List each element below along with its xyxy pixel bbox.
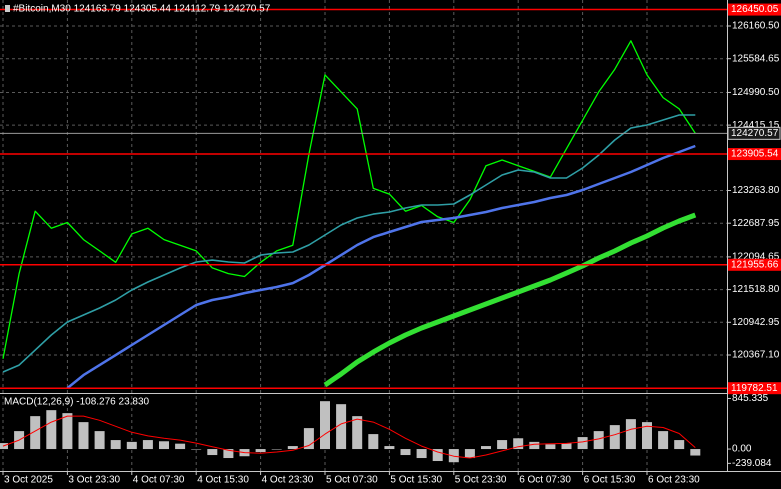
y-tick-label: 126160.50 xyxy=(732,21,780,32)
histogram-bar xyxy=(384,446,395,450)
y-tick-label: 122687.95 xyxy=(732,218,780,229)
chart-title: #Bitcoin,M30 124163.79 124305.44 124112.… xyxy=(13,4,271,15)
histogram-bar xyxy=(368,434,379,450)
histogram-bar xyxy=(448,449,459,463)
histogram-bar xyxy=(497,440,508,450)
histogram-bar xyxy=(658,431,669,450)
histogram-bar xyxy=(642,422,652,450)
histogram-bar xyxy=(577,437,588,450)
x-tick-label: 3 Oct 2025 xyxy=(4,475,53,486)
series-line xyxy=(2,415,696,459)
y-tick-label: 121518.80 xyxy=(732,284,780,295)
histogram-bar xyxy=(78,422,89,450)
histogram-bar xyxy=(30,416,41,450)
level-box xyxy=(728,3,781,16)
histogram-bar xyxy=(159,441,169,450)
histogram-bar xyxy=(513,438,524,450)
level-label: 123905.54 xyxy=(731,149,779,160)
histogram-bar xyxy=(352,416,363,450)
histogram-bar xyxy=(336,404,347,450)
y-tick-label: 120942.95 xyxy=(732,317,780,328)
x-tick-label: 6 Oct 15:30 xyxy=(584,475,636,486)
histogram-bar xyxy=(303,428,314,450)
x-tick-label: 4 Oct 15:30 xyxy=(197,475,249,486)
histogram-bar xyxy=(191,449,202,450)
histogram-bar xyxy=(110,440,121,450)
y-tick-label: 845.335 xyxy=(732,393,769,404)
histogram-bar xyxy=(593,431,604,450)
x-tick-label: 5 Oct 15:30 xyxy=(390,475,442,486)
histogram-bar xyxy=(271,449,282,450)
x-tick-label: 3 Oct 23:30 xyxy=(68,475,120,486)
histogram-bar xyxy=(690,449,701,456)
histogram-bar xyxy=(320,401,330,450)
histogram-bar xyxy=(432,449,443,462)
level-box xyxy=(728,258,781,271)
y-tick-label: 0.00 xyxy=(732,444,752,455)
histogram-bar xyxy=(464,449,475,459)
histogram-bar xyxy=(175,443,186,450)
histogram-bar xyxy=(400,449,411,456)
histogram-bar xyxy=(481,446,491,450)
y-tick-label: 124990.50 xyxy=(732,87,780,98)
x-tick-label: 5 Oct 23:30 xyxy=(455,475,507,486)
x-tick-label: 5 Oct 07:30 xyxy=(326,475,378,486)
icon xyxy=(5,5,10,12)
level-box xyxy=(728,148,781,161)
y-tick-label: 124415.15 xyxy=(732,120,780,131)
histogram-bar xyxy=(223,449,234,459)
x-tick-label: 4 Oct 23:30 xyxy=(262,475,314,486)
level-label: 121955.66 xyxy=(731,259,779,270)
level-label: 126450.05 xyxy=(731,4,779,15)
histogram-bar xyxy=(62,413,73,450)
series-line xyxy=(66,144,696,390)
level-label: 119782.51 xyxy=(731,383,778,394)
x-tick-label: 6 Oct 23:30 xyxy=(648,475,700,486)
histogram-bar xyxy=(126,441,137,450)
x-tick-label: 6 Oct 07:30 xyxy=(519,475,571,486)
histogram-bar xyxy=(529,441,540,450)
histogram-bar xyxy=(416,449,427,459)
histogram-bar xyxy=(207,449,218,456)
y-tick-label: 123263.80 xyxy=(732,185,780,196)
histogram-bar xyxy=(287,446,298,450)
series-line xyxy=(2,40,696,359)
macd-title: MACD(12,26,9) -108.276 23.830 xyxy=(4,397,150,408)
histogram-bar xyxy=(545,444,556,450)
x-tick-label: 4 Oct 07:30 xyxy=(133,475,185,486)
histogram-bar xyxy=(142,440,153,450)
y-tick-label: 122094.65 xyxy=(732,252,780,263)
histogram-bar xyxy=(674,440,685,450)
histogram-bar xyxy=(255,449,266,453)
histogram-bar xyxy=(561,443,572,450)
histogram-bar xyxy=(625,419,636,450)
level-box xyxy=(728,382,781,395)
histogram-bar xyxy=(609,425,620,450)
current-price-label: 124270.57 xyxy=(731,128,779,139)
y-tick-label: -239.084 xyxy=(732,458,772,469)
y-tick-label: 125584.65 xyxy=(732,53,780,64)
y-tick-label: 120367.10 xyxy=(732,350,780,361)
histogram-bar xyxy=(46,410,57,450)
series-line xyxy=(323,212,697,388)
histogram-bar xyxy=(94,431,105,450)
current-price-box xyxy=(727,126,781,140)
series-line xyxy=(2,114,696,373)
